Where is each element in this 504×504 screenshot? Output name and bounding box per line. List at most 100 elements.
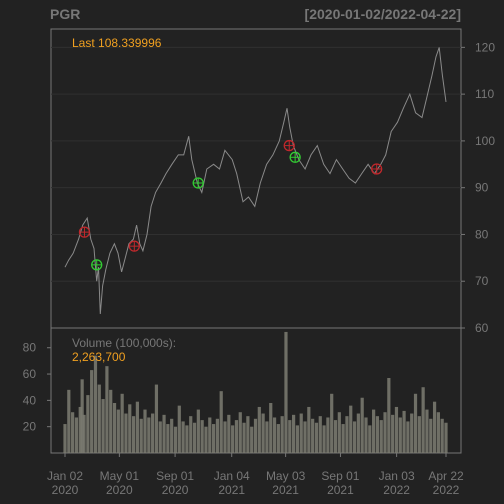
x-tick-year: 2021 <box>218 483 245 497</box>
volume-bar <box>391 414 395 453</box>
volume-bar <box>71 412 75 453</box>
volume-bar <box>265 421 269 453</box>
x-tick-label: Sep 01 <box>321 469 359 483</box>
volume-bar <box>120 393 124 453</box>
chart-title: PGR <box>50 6 80 22</box>
volume-bar <box>86 395 90 453</box>
volume-bar <box>425 409 429 453</box>
volume-bar <box>215 418 219 453</box>
volume-bar <box>402 410 406 453</box>
volume-bar <box>311 418 315 453</box>
volume-bar <box>269 403 273 453</box>
volume-bar <box>246 416 250 453</box>
volume-bar <box>151 413 155 453</box>
volume-bar <box>135 401 139 453</box>
price-panel-frame <box>50 28 462 329</box>
x-tick-label: May 01 <box>100 469 140 483</box>
volume-bar <box>284 331 288 453</box>
volume-bar <box>185 425 189 453</box>
price-tick-label: 120 <box>475 40 495 54</box>
x-tick-year: 2022 <box>383 483 410 497</box>
volume-bar <box>432 401 437 453</box>
x-tick-year: 2022 <box>433 483 460 497</box>
volume-bar <box>211 424 216 453</box>
volume-bar <box>196 409 200 453</box>
volume-bar <box>314 422 319 453</box>
volume-bar <box>394 406 399 453</box>
volume-bar <box>383 412 387 453</box>
volume-bar <box>238 412 242 453</box>
volume-bar <box>234 420 239 453</box>
volume-bar <box>368 425 372 453</box>
x-tick-year: 2020 <box>52 483 79 497</box>
volume-bar <box>78 406 82 453</box>
x-tick-label: May 03 <box>266 469 306 483</box>
volume-bar <box>173 426 178 453</box>
volume-bar <box>181 421 185 453</box>
volume-bar <box>295 425 300 453</box>
volume-bar <box>189 416 193 453</box>
date-range: [2020-01-02/2022-04-22] <box>305 6 461 22</box>
volume-bar <box>421 387 425 453</box>
price-tick-label: 100 <box>475 134 495 148</box>
volume-bar <box>74 417 79 453</box>
volume-bar <box>326 417 330 453</box>
volume-bar <box>166 424 170 453</box>
volume-bar <box>154 384 159 453</box>
volume-bar <box>128 404 132 453</box>
volume-bar <box>379 420 383 453</box>
price-tick-label: 90 <box>475 181 489 195</box>
price-tick-label: 70 <box>475 274 489 288</box>
volume-bar <box>82 414 86 453</box>
x-tick-year: 2020 <box>162 483 189 497</box>
volume-bar <box>322 425 326 453</box>
volume-bar <box>90 370 94 453</box>
volume-bar <box>116 409 120 453</box>
volume-bar <box>398 417 402 453</box>
last-price-label: Last 108.339996 <box>72 36 162 50</box>
volume-bar <box>292 414 296 453</box>
x-tick-label: Jan 03 <box>379 469 415 483</box>
volume-bar <box>139 418 143 453</box>
volume-bar <box>429 418 433 453</box>
volume-bar <box>162 414 166 453</box>
volume-bar <box>231 425 235 453</box>
volume-bar <box>444 422 448 453</box>
volume-bar <box>276 424 280 453</box>
volume-bar <box>250 426 254 453</box>
volume-bar <box>97 384 101 453</box>
volume-bar <box>330 393 334 453</box>
volume-bar <box>112 403 117 453</box>
volume-bar <box>303 421 307 453</box>
volume-tick-label: 80 <box>23 341 37 355</box>
volume-label: Volume (100,000s): <box>72 336 176 350</box>
volume-bar <box>299 413 303 453</box>
volume-last-label: 2,263,700 <box>72 350 126 364</box>
volume-bar <box>387 378 391 453</box>
volume-bar <box>364 417 368 453</box>
volume-bar <box>208 417 212 453</box>
volume-bar <box>131 416 136 453</box>
volume-bar <box>67 389 71 453</box>
volume-bar <box>345 416 349 453</box>
x-tick-label: Jan 02 <box>47 469 83 483</box>
volume-bar <box>352 421 357 453</box>
volume-tick-label: 20 <box>23 420 37 434</box>
x-tick-year: 2020 <box>106 483 133 497</box>
volume-bar <box>318 416 322 453</box>
volume-bar <box>200 420 204 453</box>
volume-bar <box>158 421 162 453</box>
x-tick-label: Sep 01 <box>156 469 194 483</box>
x-tick-label: Apr 22 <box>428 469 464 483</box>
volume-bar <box>192 422 197 453</box>
volume-bar <box>63 424 67 453</box>
volume-tick-label: 60 <box>23 367 37 381</box>
price-series-line <box>64 47 447 315</box>
volume-bar <box>177 405 181 453</box>
volume-bar <box>375 416 380 453</box>
volume-bar <box>219 391 223 453</box>
volume-bar <box>253 418 258 453</box>
volume-bar <box>413 393 418 453</box>
volume-bar <box>333 420 338 453</box>
